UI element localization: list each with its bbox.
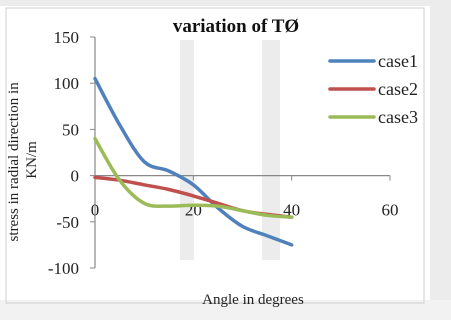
y-axis-title-line: KN/m: [24, 141, 40, 179]
y-tick-label: -50: [56, 213, 79, 232]
background-band: [262, 40, 280, 260]
background-band: [0, 300, 451, 320]
legend: case1 case2 case3: [328, 51, 418, 127]
y-tick-label: 150: [54, 28, 80, 47]
y-tick-label: 50: [62, 120, 79, 139]
y-tick-label: -100: [48, 259, 79, 278]
y-axis-title: stress in radial direction in KN/m: [6, 79, 40, 242]
legend-label-case1: case1: [378, 51, 418, 71]
x-tick-label: 60: [382, 201, 399, 220]
legend-label-case2: case2: [378, 79, 418, 99]
background-band: [0, 0, 451, 6]
chart-border: [5, 7, 425, 304]
y-axis-title-line: stress in radial direction in: [6, 82, 22, 242]
series-layer: [93, 76, 294, 247]
y-tick-label: 100: [54, 74, 80, 93]
x-axis-title: Angle in degrees: [202, 292, 304, 308]
x-tick-label: 0: [91, 201, 100, 220]
background-band: [430, 0, 451, 320]
legend-label-case3: case3: [378, 107, 418, 127]
x-tick-label: 40: [283, 201, 300, 220]
chart-title: variation of TØ: [173, 16, 299, 37]
y-tick-label: 0: [71, 167, 80, 186]
series-line-case3: [93, 136, 294, 219]
series-line-case1: [93, 76, 294, 247]
